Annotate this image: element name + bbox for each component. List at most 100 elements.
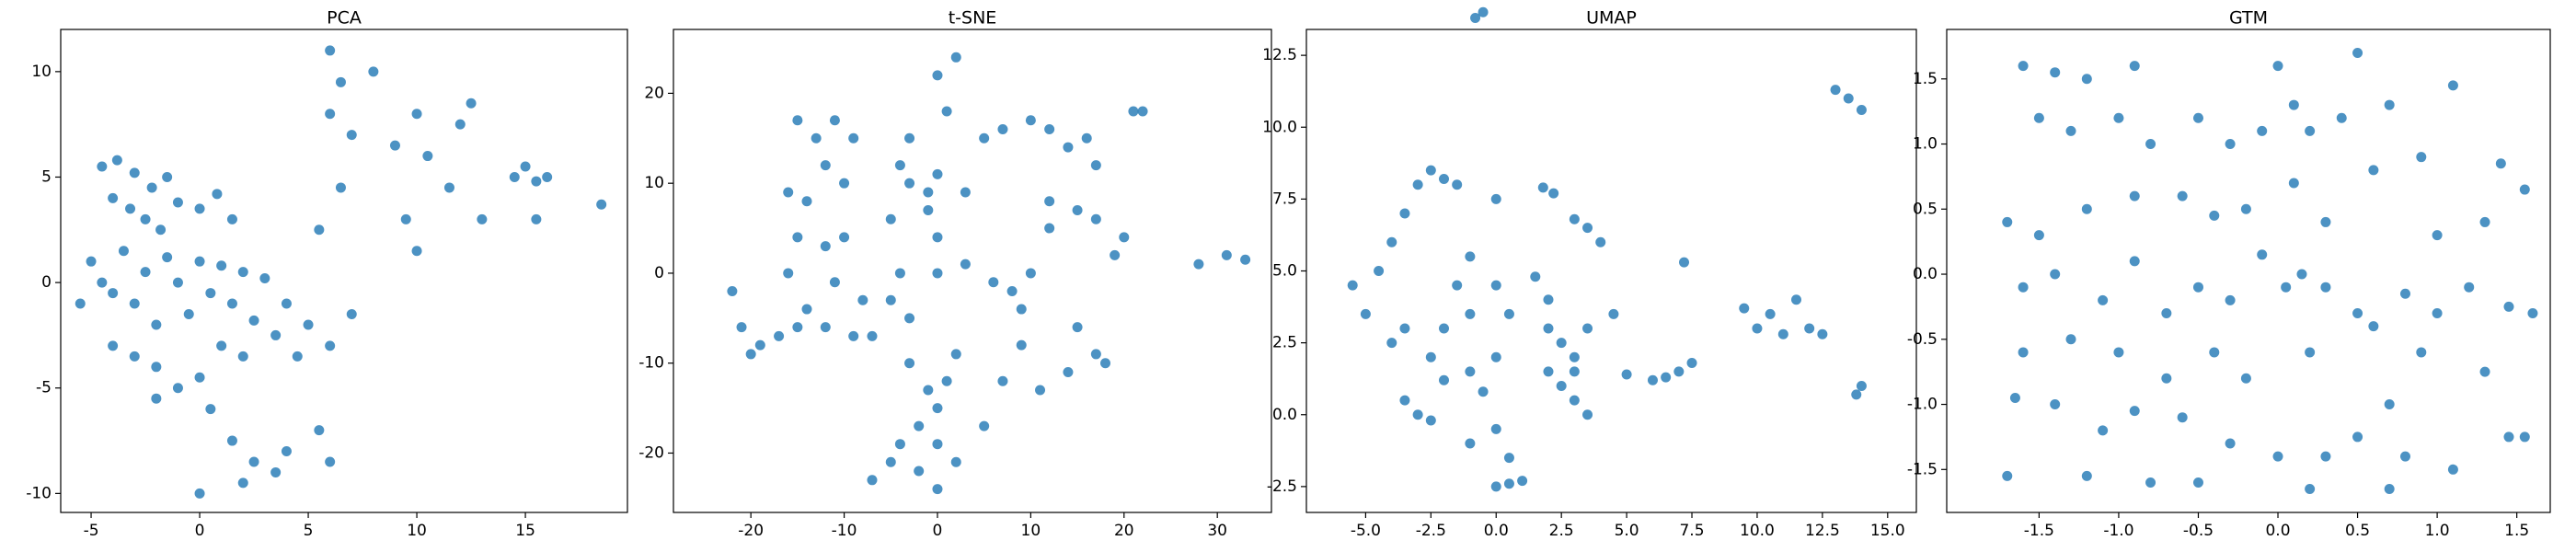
point <box>2002 470 2013 481</box>
x-tick-label: 5.0 <box>1615 522 1639 540</box>
point <box>172 383 183 394</box>
point <box>2257 125 2268 136</box>
point <box>542 171 553 182</box>
axes-frame <box>1946 29 2551 513</box>
point <box>2352 431 2363 443</box>
point <box>792 115 803 126</box>
point <box>1006 285 1018 296</box>
point <box>2145 139 2156 150</box>
point <box>2081 203 2092 214</box>
point <box>2447 80 2458 91</box>
point <box>1090 349 1101 360</box>
point <box>1851 389 1862 400</box>
point <box>1100 358 1111 369</box>
point <box>2384 399 2395 410</box>
point <box>216 260 227 271</box>
x-tick-label: 1.5 <box>2504 522 2529 540</box>
y-tick-label: 0 <box>41 273 52 292</box>
y-tick-label: 20 <box>644 84 664 102</box>
point <box>368 66 379 77</box>
point <box>335 182 346 193</box>
point <box>2519 431 2530 443</box>
point <box>108 340 119 351</box>
point <box>820 160 831 171</box>
point <box>125 203 136 214</box>
point <box>205 288 216 299</box>
point <box>2177 412 2188 423</box>
point <box>829 115 840 126</box>
point <box>531 176 542 187</box>
point <box>2098 425 2109 436</box>
point <box>885 213 896 224</box>
point <box>1647 374 1658 385</box>
point <box>1686 358 1697 368</box>
point <box>2479 216 2490 227</box>
point <box>1221 249 1232 260</box>
point <box>839 232 850 243</box>
point <box>129 167 140 178</box>
point <box>292 351 303 362</box>
point <box>2352 47 2363 58</box>
point <box>1490 351 1501 362</box>
point <box>2384 484 2395 495</box>
point <box>1765 308 1776 319</box>
point <box>1569 395 1580 406</box>
point <box>950 349 961 360</box>
point <box>2432 307 2443 318</box>
point <box>2129 406 2140 417</box>
point <box>1856 381 1867 391</box>
point <box>2050 269 2061 280</box>
point <box>783 268 794 279</box>
point <box>596 199 607 210</box>
point <box>1090 160 1101 171</box>
point <box>1240 254 1251 265</box>
point <box>1673 366 1685 377</box>
x-tick-label: 5 <box>304 522 314 540</box>
point <box>140 267 151 278</box>
point <box>829 277 840 288</box>
point <box>857 294 868 305</box>
point <box>1360 308 1371 319</box>
point <box>2033 112 2044 123</box>
point <box>2240 203 2251 214</box>
x-tick-label: 12.5 <box>1805 522 1840 540</box>
axes-frame <box>673 29 1272 513</box>
point <box>1503 308 1514 319</box>
point <box>237 351 248 362</box>
point <box>454 119 466 130</box>
point <box>2336 112 2347 123</box>
y-tick-label: -1.0 <box>1907 396 1938 414</box>
point <box>932 403 943 414</box>
point <box>1582 409 1593 420</box>
point <box>867 330 878 341</box>
point <box>960 187 971 198</box>
y-tick-label: 5.0 <box>1272 262 1297 281</box>
point <box>820 241 831 252</box>
point <box>129 298 140 309</box>
point <box>194 372 205 383</box>
y-tick-label: -10 <box>638 354 664 373</box>
point <box>979 420 990 431</box>
point <box>1843 93 1854 104</box>
point <box>904 313 915 324</box>
point <box>2495 158 2506 169</box>
point <box>477 213 488 224</box>
point <box>1016 304 1027 315</box>
point <box>2399 288 2410 299</box>
point <box>443 182 454 193</box>
point <box>941 106 952 117</box>
point <box>1830 85 1841 96</box>
point <box>162 171 173 182</box>
x-tick-label: 20 <box>1114 522 1134 540</box>
point <box>1470 13 1481 23</box>
x-tick-label: 7.5 <box>1679 522 1704 540</box>
point <box>1752 323 1763 334</box>
point <box>2177 190 2188 201</box>
point <box>923 187 934 198</box>
point <box>1072 205 1083 216</box>
y-tick-label: 5 <box>41 167 52 186</box>
point <box>2257 249 2268 260</box>
point <box>2503 431 2514 443</box>
y-tick-label: -1.5 <box>1907 460 1938 478</box>
